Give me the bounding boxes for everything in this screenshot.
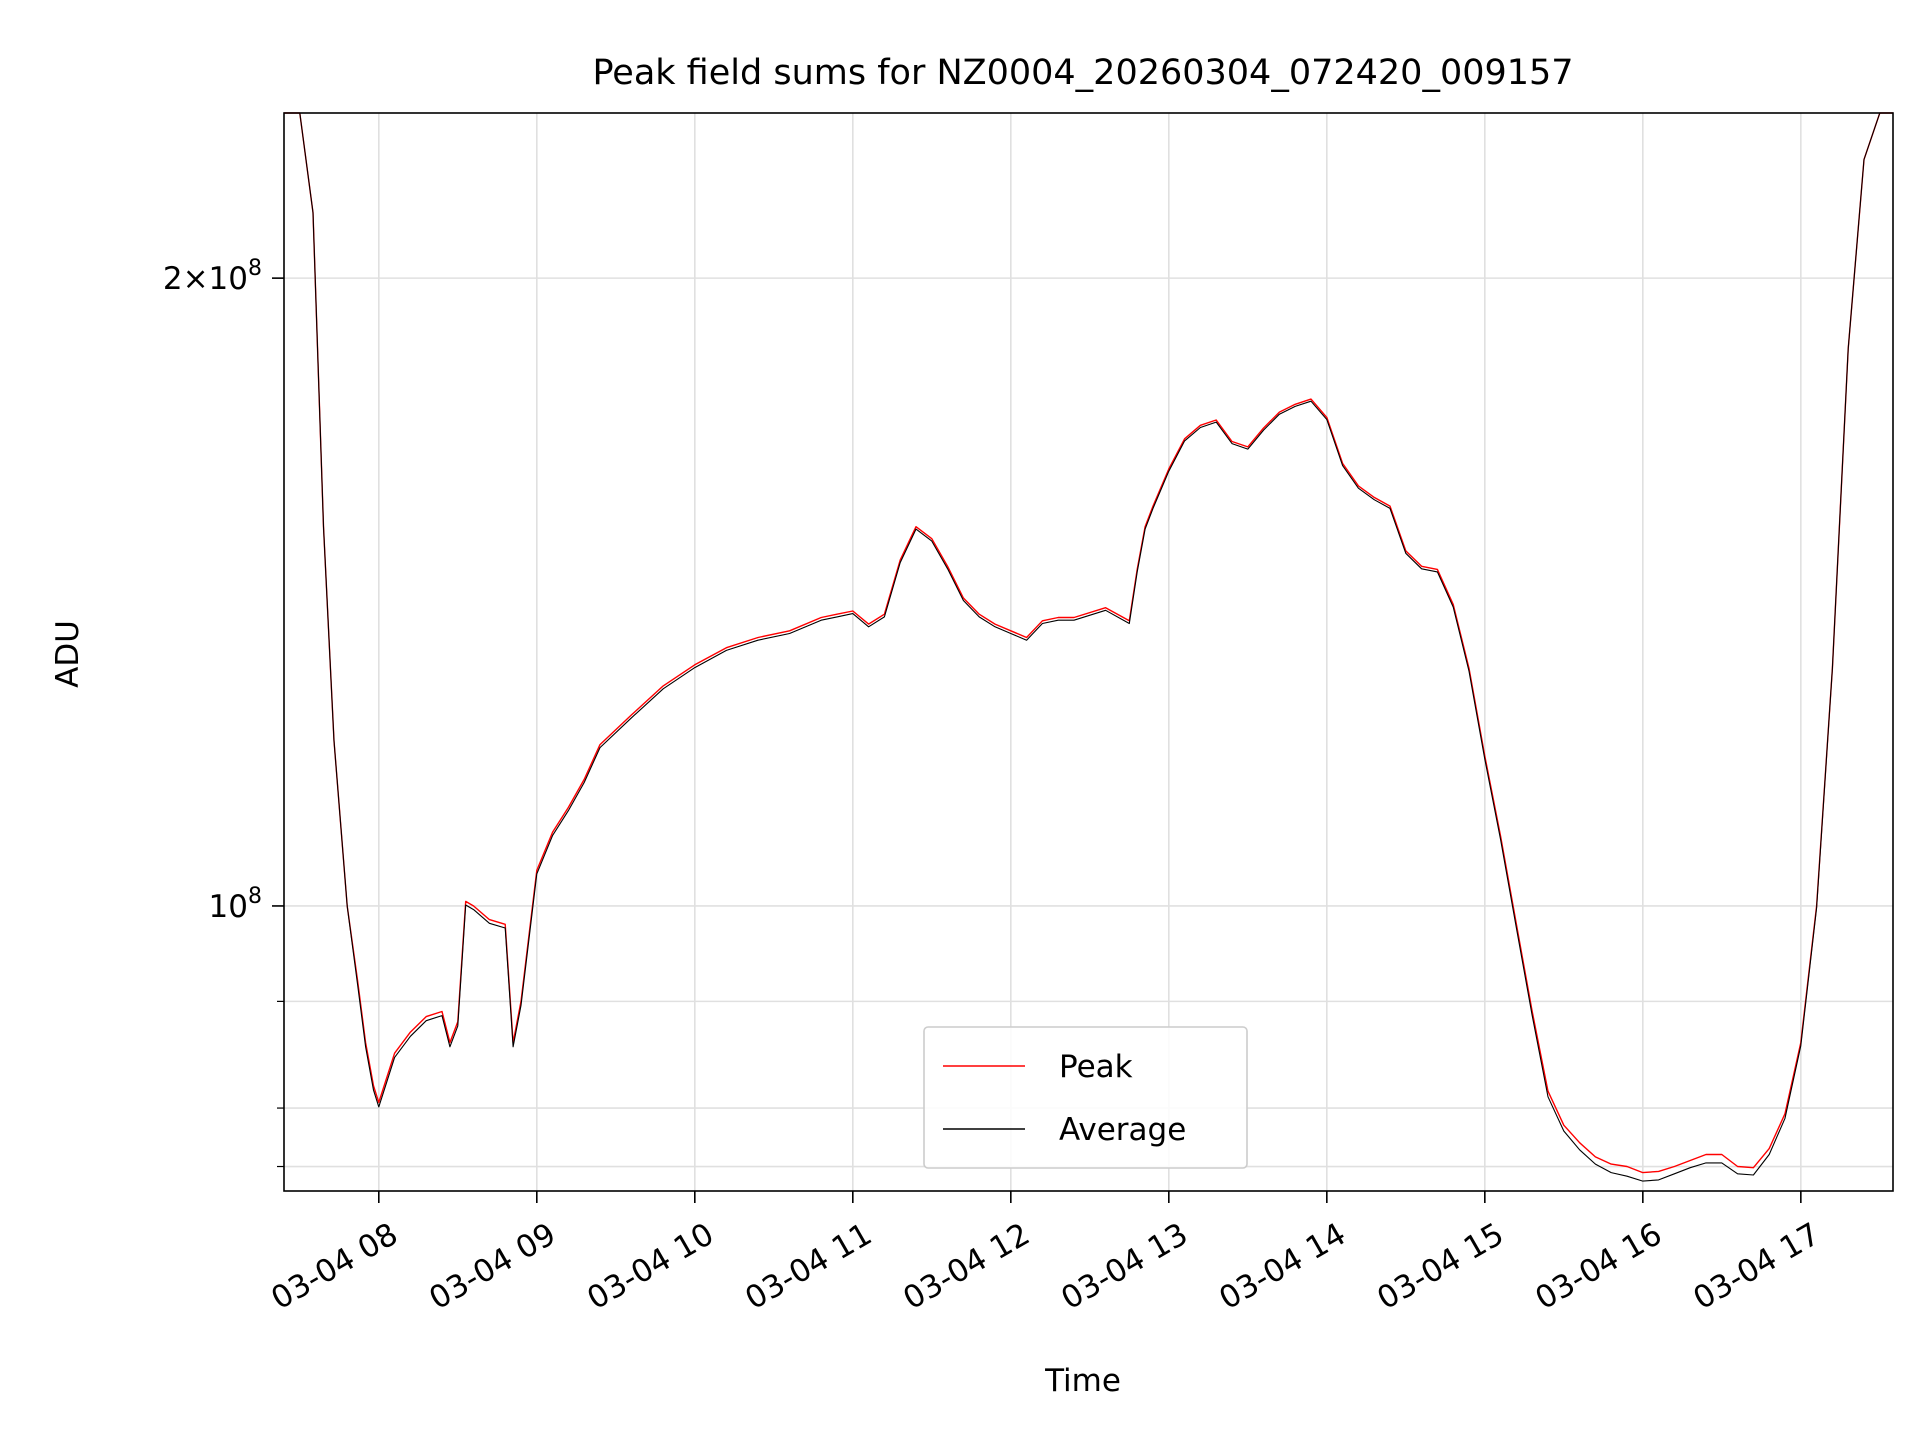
- y-axis-label: ADU: [50, 620, 86, 688]
- y-tick-exponent: 8: [248, 256, 262, 281]
- series-line-peak: [284, 112, 1893, 1174]
- y-tick-label: 2×108: [163, 256, 262, 297]
- series-line-average: [284, 112, 1893, 1182]
- legend-label-average: Average: [1059, 1112, 1186, 1148]
- y-tick-mantissa: 2×: [163, 261, 209, 297]
- legend-label-peak: Peak: [1059, 1049, 1133, 1085]
- y-tick-label: 108: [209, 884, 262, 925]
- y-tick-base: 10: [209, 261, 248, 297]
- axes-frame: [283, 112, 1894, 1192]
- legend-box: [923, 1026, 1248, 1169]
- series-layer: [284, 112, 1893, 1182]
- y-tick-base: 10: [209, 889, 248, 925]
- x-axis-label: Time: [1044, 1363, 1121, 1399]
- chart-title: Peak field sums for NZ0004_20260304_0724…: [592, 53, 1573, 93]
- legend: Peak Average: [923, 1026, 1248, 1169]
- y-tick-exponent: 8: [248, 884, 262, 909]
